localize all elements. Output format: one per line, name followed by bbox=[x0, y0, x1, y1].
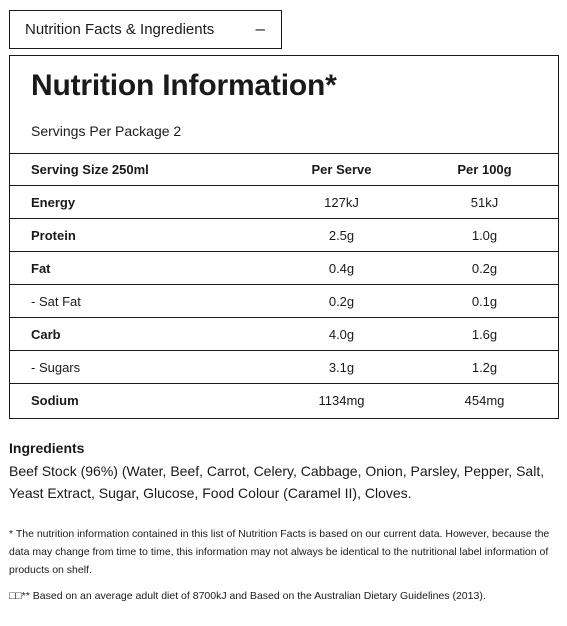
nutrition-panel: Nutrition Information* Servings Per Pack… bbox=[9, 55, 559, 419]
per-100g-value: 51kJ bbox=[411, 185, 558, 219]
table-row: - Sugars 3.1g 1.2g bbox=[10, 350, 558, 384]
table-row: - Sat Fat 0.2g 0.1g bbox=[10, 284, 558, 318]
per-serve-value: 1134mg bbox=[272, 383, 411, 417]
nutrient-name: Protein bbox=[10, 218, 272, 252]
ingredients-text: Beef Stock (96%) (Water, Beef, Carrot, C… bbox=[9, 463, 545, 501]
table-row: Carb 4.0g 1.6g bbox=[10, 317, 558, 351]
diet-footnote: □□** Based on an average adult diet of 8… bbox=[9, 590, 486, 602]
per-serve-value: 127kJ bbox=[272, 185, 411, 219]
per-serve-value: 2.5g bbox=[272, 218, 411, 252]
per-100g-value: 0.2g bbox=[411, 251, 558, 285]
per-serve-value: 4.0g bbox=[272, 317, 411, 351]
per-serve-value: 0.2g bbox=[272, 284, 411, 318]
column-header: Serving Size 250ml bbox=[10, 153, 272, 186]
table-row: Protein 2.5g 1.0g bbox=[10, 218, 558, 252]
per-100g-value: 1.6g bbox=[411, 317, 558, 351]
per-serve-value: 3.1g bbox=[272, 350, 411, 384]
collapse-icon[interactable]: – bbox=[255, 19, 265, 38]
nutrient-name: Carb bbox=[10, 317, 272, 351]
per-100g-value: 1.2g bbox=[411, 350, 558, 384]
nutrient-name: Fat bbox=[10, 251, 272, 285]
nutrient-name: Energy bbox=[10, 185, 272, 219]
nutrient-name: - Sugars bbox=[10, 350, 272, 384]
nutrition-disclaimer: * The nutrition information contained in… bbox=[9, 528, 550, 576]
per-100g-value: 0.1g bbox=[411, 284, 558, 318]
servings-per-package: Servings Per Package 2 bbox=[31, 123, 182, 139]
nutrition-accordion-toggle[interactable]: Nutrition Facts & Ingredients – bbox=[9, 10, 282, 49]
table-row: Fat 0.4g 0.2g bbox=[10, 251, 558, 285]
per-100g-value: 1.0g bbox=[411, 218, 558, 252]
accordion-label: Nutrition Facts & Ingredients bbox=[25, 21, 215, 38]
per-100g-value: 454mg bbox=[411, 383, 558, 417]
nutrient-name: Sodium bbox=[10, 383, 272, 417]
table-header-row: Serving Size 250ml Per Serve Per 100g bbox=[10, 153, 558, 186]
column-header: Per 100g bbox=[411, 153, 558, 186]
ingredients-heading: Ingredients bbox=[9, 440, 85, 456]
panel-title: Nutrition Information* bbox=[31, 69, 337, 102]
nutrition-table: Serving Size 250ml Per Serve Per 100g En… bbox=[10, 153, 558, 417]
per-serve-value: 0.4g bbox=[272, 251, 411, 285]
table-row: Energy 127kJ 51kJ bbox=[10, 185, 558, 219]
column-header: Per Serve bbox=[272, 153, 411, 186]
table-row: Sodium 1134mg 454mg bbox=[10, 383, 558, 417]
nutrient-name: - Sat Fat bbox=[10, 284, 272, 318]
